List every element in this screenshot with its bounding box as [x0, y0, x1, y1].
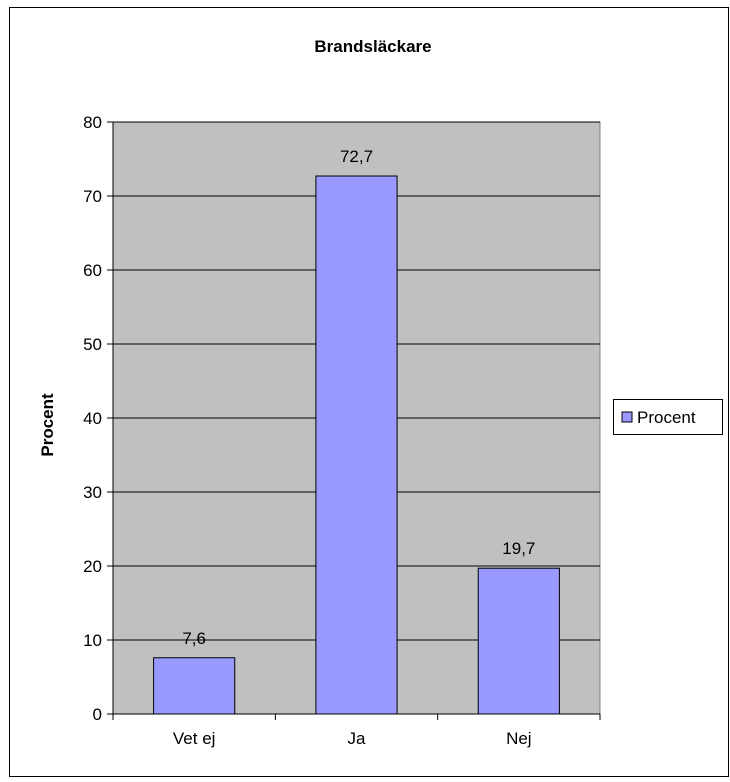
bar: [153, 657, 236, 715]
bar: [477, 567, 560, 715]
legend-swatch: [621, 411, 633, 423]
data-label: 19,7: [502, 539, 535, 558]
y-tick-label: 80: [83, 113, 102, 132]
x-tick-labels: Vet ej Ja Nej: [173, 729, 532, 748]
bars: [153, 175, 560, 715]
chart-frame: Brandsläckare Procent 0 10 20 30 40 50 60 70 80 …: [9, 7, 729, 777]
x-tick-label: Nej: [506, 729, 532, 748]
y-tick-label: 70: [83, 187, 102, 206]
y-tick-label: 10: [83, 631, 102, 650]
y-axis-label: Procent: [38, 393, 57, 457]
data-label: 7,6: [182, 629, 206, 648]
legend-label: Procent: [637, 408, 696, 427]
x-tick-label: Ja: [348, 729, 367, 748]
y-tick-labels: 0 10 20 30 40 50 60 70 80: [83, 113, 102, 724]
chart-title: Brandsläckare: [314, 37, 431, 56]
y-tick-label: 20: [83, 557, 102, 576]
data-labels: 7,6 72,7 19,7: [182, 147, 535, 648]
x-tick-label: Vet ej: [173, 729, 216, 748]
bar-chart: Brandsläckare Procent 01020304050607080 …: [9, 7, 729, 777]
axes: [107, 121, 601, 720]
bar: [315, 175, 398, 715]
y-tick-label: 60: [83, 261, 102, 280]
y-tick-label: 50: [83, 335, 102, 354]
y-tick-label: 0: [93, 705, 102, 724]
legend: Procent: [613, 399, 723, 435]
y-tick-label: 30: [83, 483, 102, 502]
data-label: 72,7: [340, 147, 373, 166]
y-tick-label: 40: [83, 409, 102, 428]
